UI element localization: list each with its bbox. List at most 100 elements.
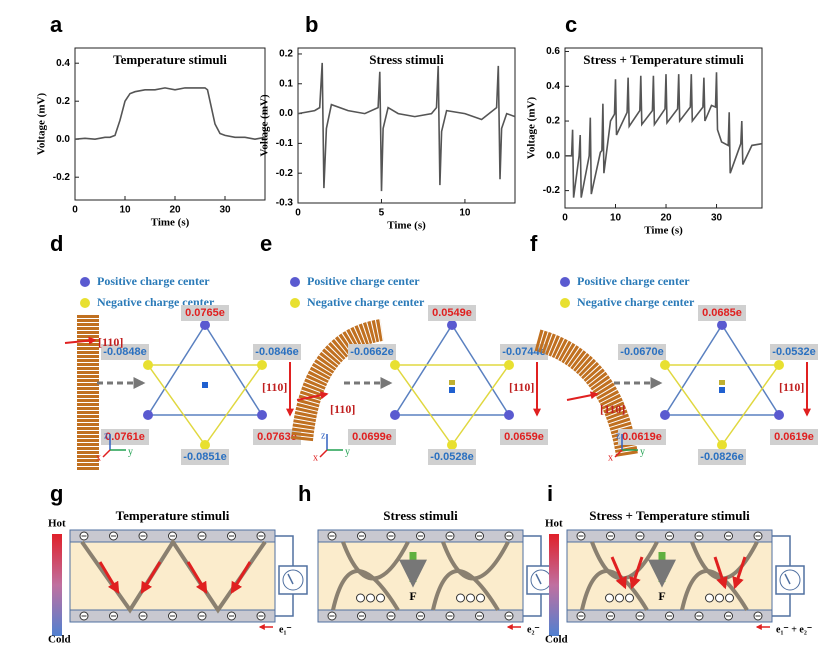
wire	[275, 535, 294, 566]
cold-label: Cold	[545, 634, 568, 646]
y-tick-label: -0.2	[276, 168, 294, 179]
crystal-strip	[291, 319, 385, 442]
crystal-panel: f Positive charge center Negative charge c…	[530, 231, 818, 465]
center-mark	[202, 382, 208, 388]
device-title: Stress + Temperature stimuli	[589, 508, 750, 523]
charge-label: 0.0763e	[257, 431, 297, 443]
y-tick-label: 0.2	[546, 116, 560, 127]
charge-box	[500, 429, 548, 445]
charge-box	[770, 344, 818, 360]
positive-center	[257, 410, 267, 420]
wire	[523, 535, 542, 566]
charge-symbol	[366, 593, 375, 603]
legend-text: Negative charge center	[307, 295, 425, 309]
red-arrow	[713, 556, 728, 590]
positive-center	[774, 410, 784, 420]
y-tick-label: -0.2	[543, 185, 561, 196]
direction-label: [110]	[330, 402, 355, 416]
direction-label: [110]	[262, 380, 287, 394]
panel-label: b	[305, 12, 318, 37]
charge-label: 0.0659e	[504, 431, 544, 443]
center-mark	[719, 380, 725, 385]
cold-label: Cold	[48, 634, 71, 646]
meter-dial	[779, 569, 801, 591]
legend-dot	[290, 277, 300, 287]
x-tick-label: 20	[660, 213, 672, 224]
plot-frame	[564, 47, 763, 209]
center-mark	[449, 387, 455, 393]
charge-label: 0.0765e	[185, 307, 225, 319]
device-title: Temperature stimuli	[116, 508, 230, 523]
legend-text: Positive charge center	[97, 274, 210, 288]
axis-letter: x	[96, 452, 101, 463]
panel-label: a	[50, 12, 63, 37]
positive-triangle	[393, 323, 511, 416]
x-axis-label: Time (s)	[387, 220, 426, 232]
y-tick-label: 0.0	[56, 134, 70, 145]
y-tick-label: 0.4	[546, 81, 560, 92]
meter-dial	[530, 569, 552, 591]
negative-triangle	[146, 364, 264, 447]
negative-center	[447, 440, 457, 450]
legend-dot	[80, 277, 90, 287]
charge-box	[181, 305, 229, 321]
negative-center	[717, 440, 727, 450]
temperature-bar	[549, 534, 559, 636]
y-tick-label: -0.3	[276, 198, 294, 209]
positive-center	[390, 410, 400, 420]
negative-center	[257, 360, 267, 370]
current-label: e₁⁻ + e₂⁻	[776, 624, 812, 635]
legend-dot	[80, 298, 90, 308]
red-arrow	[629, 556, 644, 590]
positive-center	[447, 320, 457, 330]
x-tick-label: 5	[379, 208, 385, 219]
negative-center	[390, 360, 400, 370]
meter-needle	[287, 573, 294, 585]
center-mark	[719, 387, 725, 393]
charge-symbol	[456, 593, 465, 603]
charge-symbol	[466, 593, 475, 603]
direction-label: [110]	[509, 380, 534, 394]
charge-label: -0.0670e	[620, 346, 663, 358]
signal-line	[74, 87, 266, 141]
axis-x	[102, 449, 111, 458]
force-label: F	[658, 589, 665, 603]
x-tick-label: 0	[72, 205, 78, 216]
meter-dial	[282, 569, 304, 591]
positive-center	[504, 410, 514, 420]
wire	[772, 535, 791, 566]
panel-label: f	[530, 231, 538, 256]
y-axis-label: Voltage (mV)	[526, 97, 538, 160]
positive-center	[660, 410, 670, 420]
y-tick-label: 0.1	[279, 78, 293, 89]
charge-label: 0.0549e	[432, 307, 472, 319]
axis-letter: z	[321, 430, 326, 441]
direction-arrow	[566, 391, 599, 401]
charge-symbol	[615, 593, 624, 603]
charge-label: -0.0662e	[350, 346, 393, 358]
x-tick-label: 10	[119, 205, 131, 216]
charge-box	[101, 429, 149, 445]
charge-box	[181, 449, 229, 465]
y-tick-label: 0.0	[546, 150, 560, 161]
axis-letter: z	[616, 430, 621, 441]
red-arrow	[230, 561, 252, 595]
negative-center	[660, 360, 670, 370]
charge-label: 0.0761e	[105, 431, 145, 443]
wire	[772, 594, 791, 617]
chart-title: Temperature stimuli	[113, 52, 227, 67]
x-tick-label: 20	[169, 205, 181, 216]
x-tick-label: 0	[295, 208, 301, 219]
charge-label: -0.0532e	[772, 346, 815, 358]
charge-box	[101, 344, 149, 360]
y-tick-label: 0.6	[546, 46, 560, 57]
direction-arrow	[64, 336, 97, 345]
y-tick-label: 0.2	[56, 96, 70, 107]
chart-title: Stress + Temperature stimuli	[583, 52, 744, 67]
positive-triangle	[146, 323, 264, 416]
hot-label: Hot	[545, 518, 563, 530]
negative-triangle	[663, 364, 781, 447]
y-axis-label: Voltage (mV)	[36, 93, 48, 156]
wire	[523, 594, 542, 617]
